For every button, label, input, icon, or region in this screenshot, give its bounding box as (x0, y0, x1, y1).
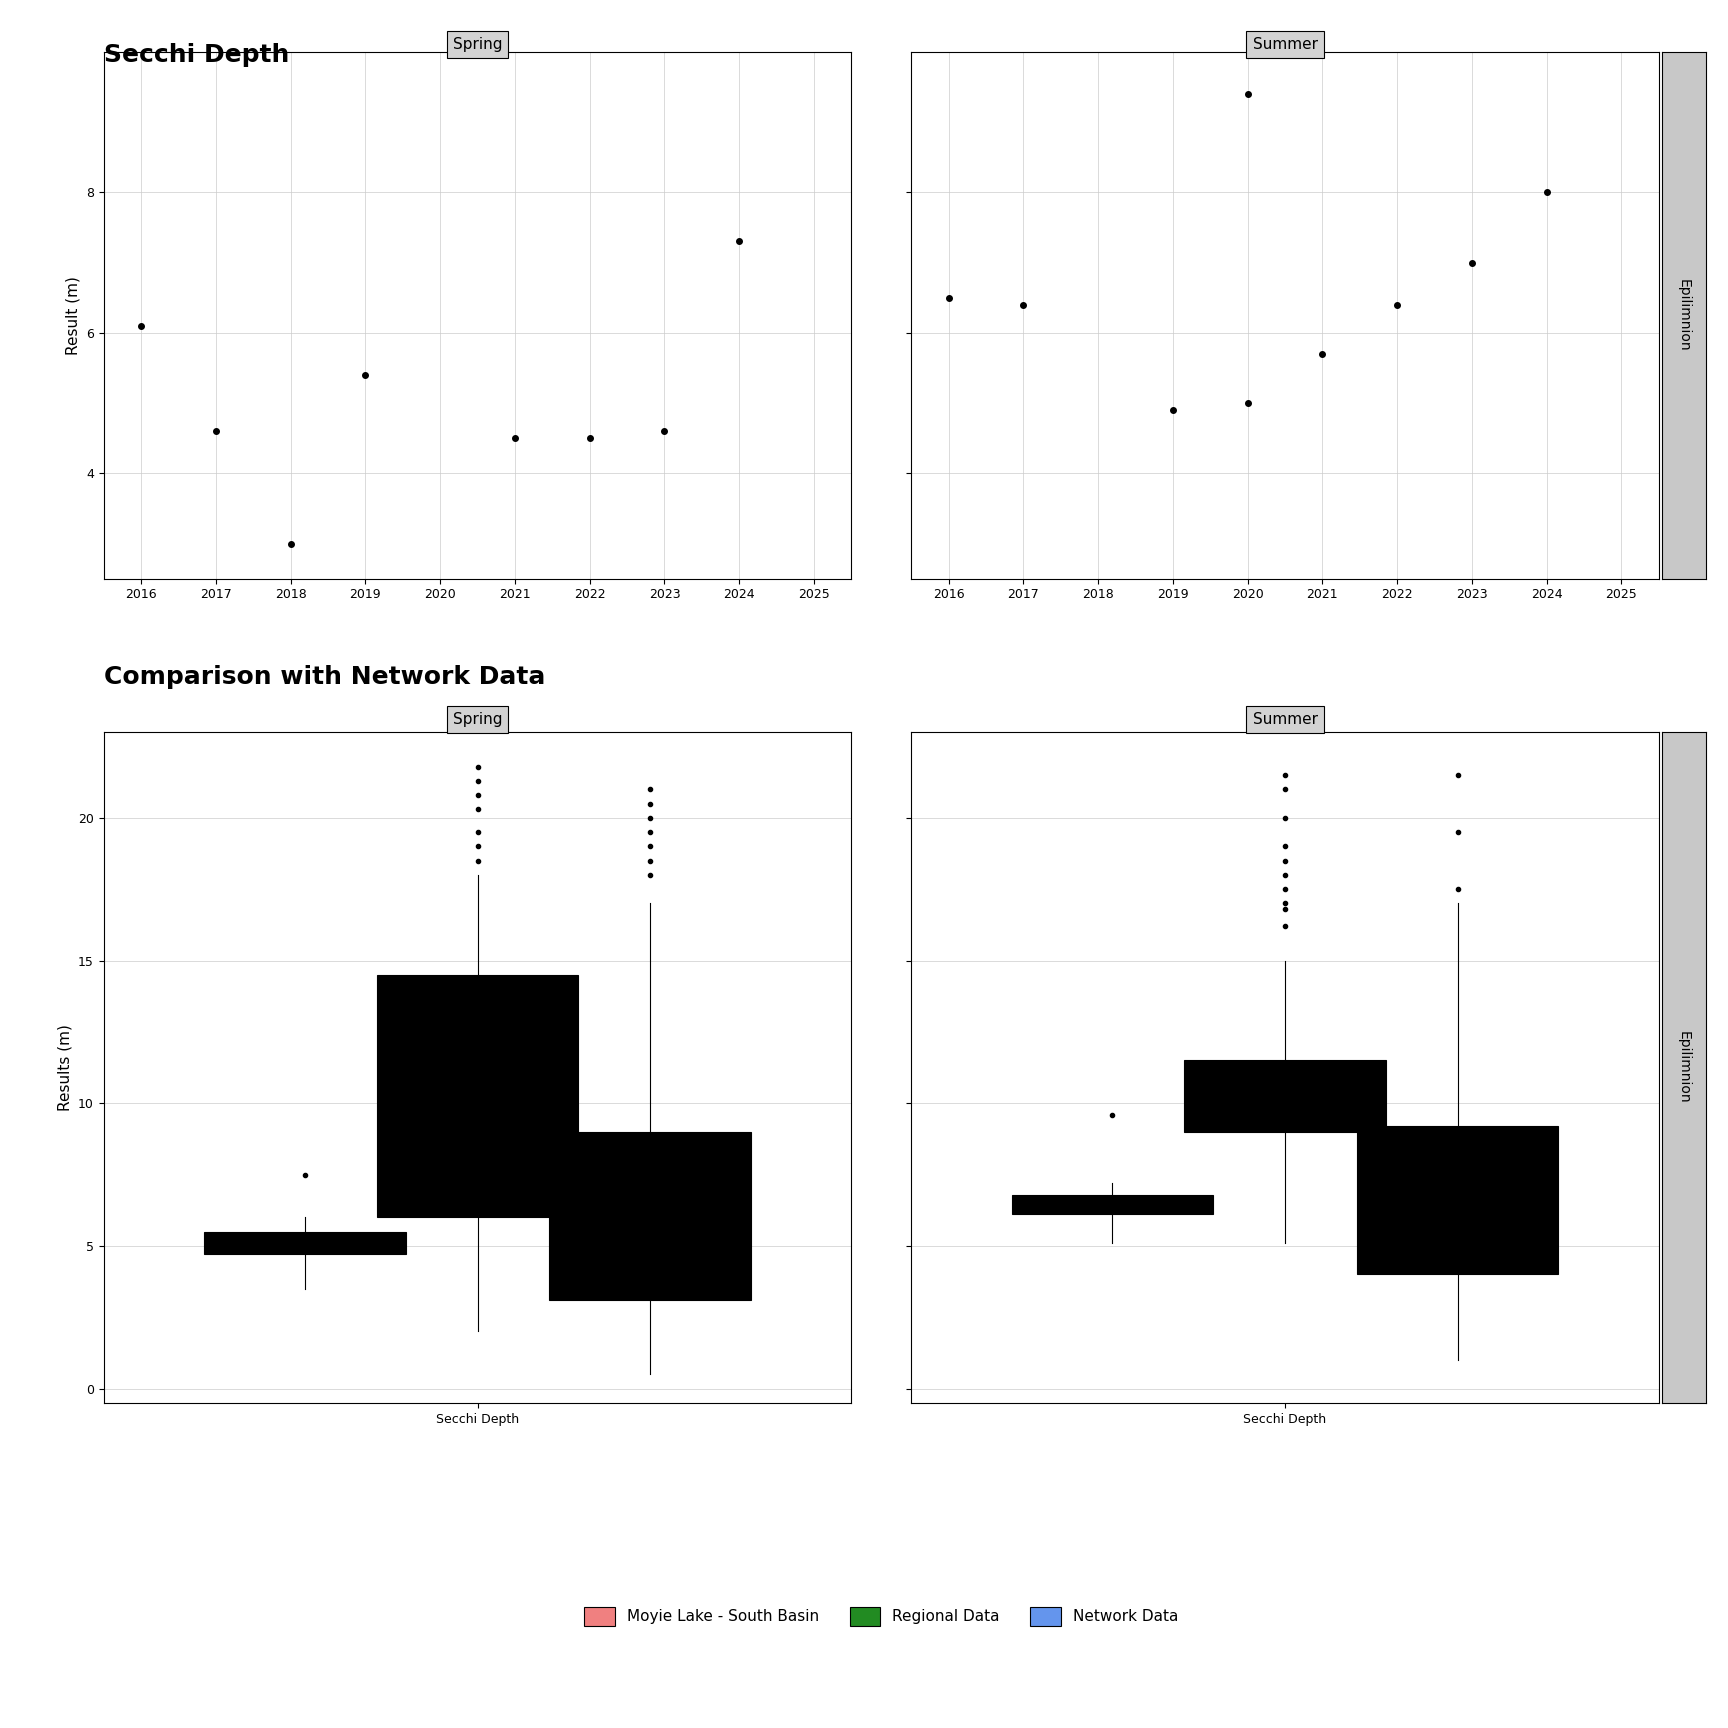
Point (1533, 178, 1560, 206)
Text: Epilimnion: Epilimnion (1676, 278, 1692, 351)
Point (1009, 290, 1037, 318)
Y-axis label: Results (m): Results (m) (57, 1025, 73, 1111)
Y-axis label: Result (m): Result (m) (66, 276, 81, 354)
PathPatch shape (377, 975, 579, 1217)
PathPatch shape (550, 1132, 750, 1299)
Title: Spring: Spring (453, 36, 503, 52)
PathPatch shape (1184, 1061, 1386, 1132)
Point (202, 418, 230, 446)
Point (128, 313, 156, 340)
Point (276, 530, 304, 558)
PathPatch shape (204, 1232, 406, 1255)
Point (651, 418, 679, 446)
Point (1308, 340, 1336, 368)
Point (501, 425, 529, 453)
Point (1234, 79, 1261, 107)
Point (726, 228, 753, 256)
Text: Comparison with Network Data: Comparison with Network Data (104, 665, 544, 689)
Text: Epilimnion: Epilimnion (1676, 1032, 1692, 1104)
Point (575, 425, 603, 453)
Text: Secchi Depth: Secchi Depth (104, 43, 289, 67)
Title: Spring: Spring (453, 712, 503, 727)
Title: Summer: Summer (1253, 36, 1317, 52)
Point (351, 361, 378, 389)
PathPatch shape (1013, 1194, 1213, 1215)
PathPatch shape (1356, 1127, 1559, 1274)
Point (935, 283, 962, 311)
Point (1159, 396, 1187, 423)
Point (1458, 249, 1486, 276)
Point (1234, 389, 1261, 416)
Title: Summer: Summer (1253, 712, 1317, 727)
Legend: Moyie Lake - South Basin, Regional Data, Network Data: Moyie Lake - South Basin, Regional Data,… (577, 1600, 1185, 1631)
Point (1384, 290, 1412, 318)
